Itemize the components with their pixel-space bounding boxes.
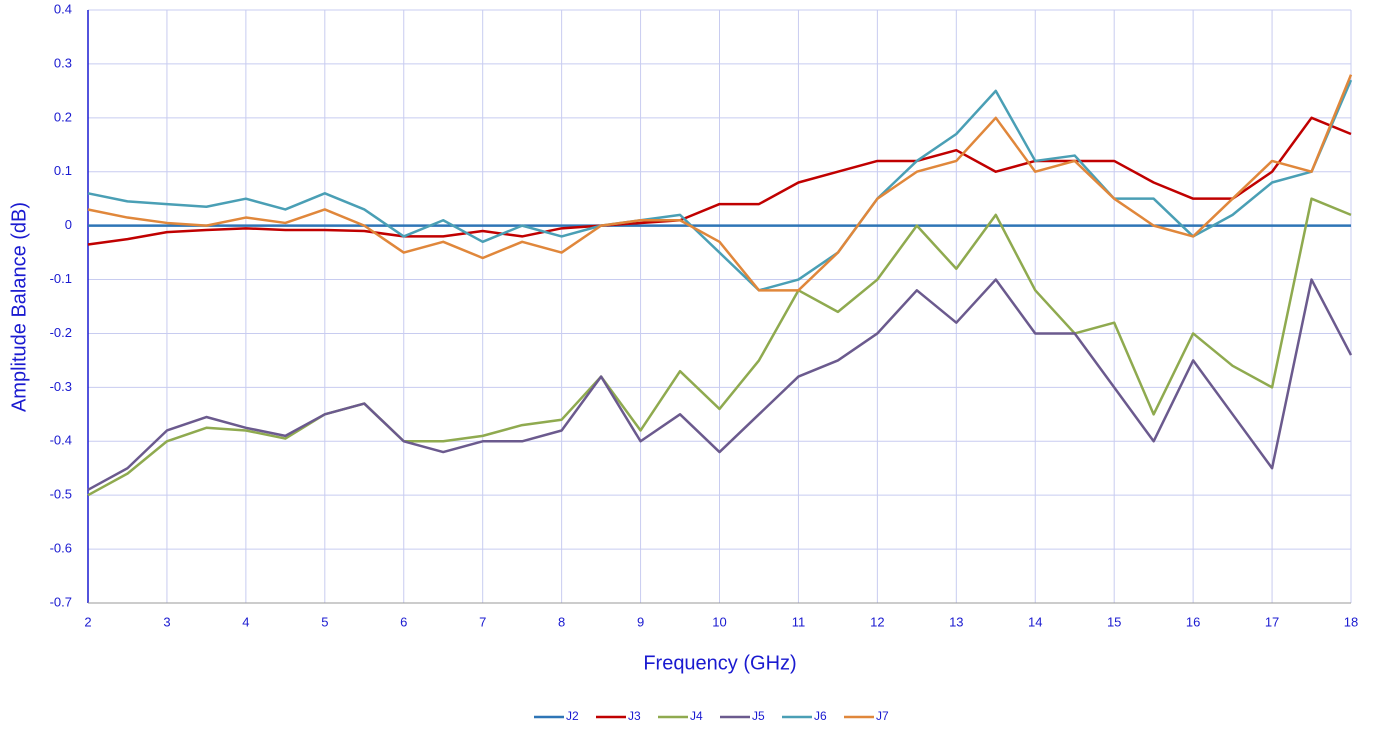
y-tick-label: 0 xyxy=(65,217,72,232)
y-tick-label: 0.2 xyxy=(54,109,72,124)
y-tick-label: 0.4 xyxy=(54,1,72,16)
x-tick-label: 14 xyxy=(1028,614,1042,629)
x-tick-label: 7 xyxy=(479,614,486,629)
x-tick-label: 10 xyxy=(712,614,726,629)
legend-label: J7 xyxy=(876,709,889,723)
x-tick-label: 3 xyxy=(163,614,170,629)
x-tick-label: 2 xyxy=(84,614,91,629)
x-tick-label: 12 xyxy=(870,614,884,629)
legend-label: J4 xyxy=(690,709,703,723)
x-tick-label: 11 xyxy=(792,614,806,629)
y-axis-title: Amplitude Balance (dB) xyxy=(8,202,30,412)
y-tick-label: 0.1 xyxy=(54,163,72,178)
series-line xyxy=(87,116,1352,246)
y-tick-label: -0.7 xyxy=(50,594,72,609)
y-tick-label: -0.1 xyxy=(50,271,72,286)
y-tick-label: -0.3 xyxy=(50,379,72,394)
legend-label: J2 xyxy=(566,709,579,723)
legend-label: J6 xyxy=(814,709,827,723)
x-tick-label: 6 xyxy=(400,614,407,629)
y-tick-label: -0.4 xyxy=(50,433,72,448)
x-tick-label: 4 xyxy=(242,614,249,629)
x-tick-label: 13 xyxy=(949,614,963,629)
legend-label: J3 xyxy=(628,709,641,723)
y-tick-label: 0.3 xyxy=(54,55,72,70)
series-line xyxy=(87,197,1352,497)
x-tick-label: 16 xyxy=(1186,614,1200,629)
legend-label: J5 xyxy=(752,709,765,723)
x-tick-label: 17 xyxy=(1265,614,1279,629)
series-line xyxy=(87,79,1353,292)
y-tick-label: -0.2 xyxy=(50,325,72,340)
x-tick-label: 9 xyxy=(637,614,644,629)
y-tick-label: -0.5 xyxy=(50,487,72,502)
x-tick-label: 5 xyxy=(321,614,328,629)
x-tick-label: 8 xyxy=(558,614,565,629)
x-tick-label: 15 xyxy=(1107,614,1121,629)
x-tick-label: 18 xyxy=(1344,614,1358,629)
series-line xyxy=(87,74,1353,292)
series-line xyxy=(87,278,1353,491)
x-axis-title: Frequency (GHz) xyxy=(643,652,796,674)
y-tick-label: -0.6 xyxy=(50,541,72,556)
